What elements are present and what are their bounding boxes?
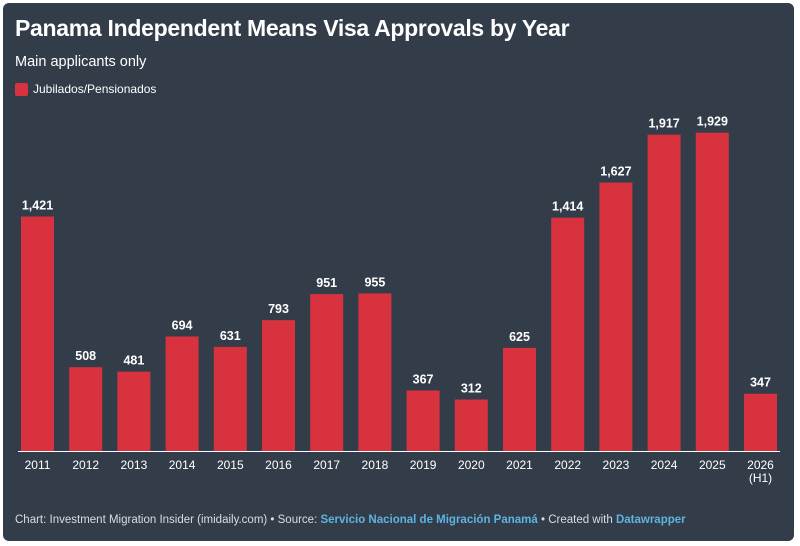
data-label: 508 [75,349,96,363]
chart-title: Panama Independent Means Visa Approvals … [15,15,570,41]
x-tick-label: 2020 [458,458,485,472]
data-label: 955 [364,275,385,289]
bar [551,217,585,451]
x-tick-label: 2011 [25,458,51,472]
bar [262,320,295,451]
bar [310,294,344,451]
bar [69,367,103,451]
bar [406,390,440,451]
x-tick-label: 2025 [699,458,726,472]
data-label: 1,929 [697,115,728,129]
bar [165,336,199,451]
x-tick-label: 2016 [265,458,292,472]
data-label: 694 [172,318,193,332]
x-tick-label: 2024 [651,458,678,472]
bar [358,293,392,451]
x-tick-label: 2022 [554,458,581,472]
data-label: 481 [123,354,144,368]
x-tick-label: 2018 [362,458,389,472]
x-tick-label: 2026 [747,458,774,472]
bar [647,134,681,451]
data-label: 1,414 [552,200,583,214]
bar [599,182,633,452]
chart-card: Panama Independent Means Visa Approvals … [3,3,794,541]
footer-prefix: Chart: Investment Migration Insider (imi… [15,514,321,526]
data-label: 1,421 [22,199,53,213]
legend: Jubilados/Pensionados [15,82,156,96]
x-tick-label: 2019 [410,458,437,472]
x-tick-label: 2017 [313,458,340,472]
x-tick-label: 2013 [121,458,148,472]
bar [213,346,247,451]
bar-chart: 1,421 2011 508 2012 481 2013 694 2014 631 2015 793… [18,115,780,485]
x-tick-label: 2021 [506,458,533,472]
x-tick-label: 2015 [217,458,244,472]
data-label: 631 [220,329,241,343]
x-tick-label: 2014 [169,458,196,472]
data-label: 1,917 [648,117,679,131]
legend-swatch [15,82,28,96]
bar [117,371,151,451]
bar [695,132,729,451]
x-tick-label: 2023 [603,458,630,472]
x-tick-label: (H1) [749,471,772,485]
footer-middle: • Created with [537,514,616,526]
datawrapper-link[interactable]: Datawrapper [615,514,686,526]
data-label: 625 [509,330,530,344]
bar [21,216,54,451]
bar [454,399,488,451]
data-label: 951 [316,276,337,290]
data-label: 312 [461,382,482,396]
x-tick-label: 2012 [72,458,99,472]
source-link[interactable]: Servicio Nacional de Migración Panamá [320,514,538,526]
data-label: 367 [413,372,434,386]
data-label: 793 [268,302,289,316]
bar [503,347,536,451]
chart-subtitle: Main applicants only [15,54,147,70]
legend-label: Jubilados/Pensionados [33,82,157,96]
bar [744,393,777,451]
data-label: 1,627 [600,165,631,179]
chart-footer: Chart: Investment Migration Insider (imi… [15,514,686,526]
data-label: 347 [750,376,771,390]
